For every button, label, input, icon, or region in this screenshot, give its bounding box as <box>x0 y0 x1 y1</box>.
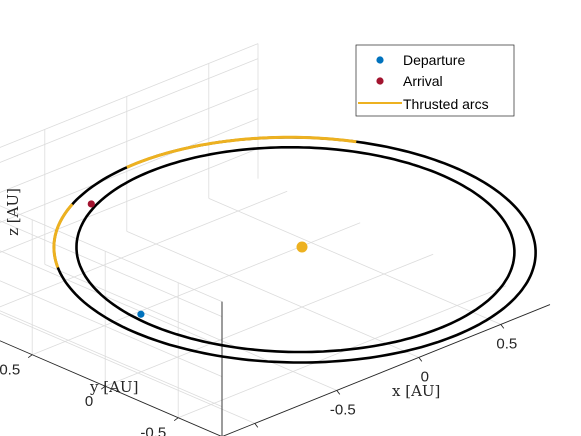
back-grid-z <box>0 88 259 193</box>
legend-thrust-label: Thrusted arcs <box>403 96 489 112</box>
legend-departure-marker <box>376 56 384 64</box>
legend: Departure Arrival Thrusted arcs <box>355 44 515 117</box>
y-axis-label: y [AU] <box>89 378 138 396</box>
x-tick-label: -0.5 <box>330 401 356 418</box>
y-axis-line <box>0 340 222 436</box>
x-tick-label: 0.5 <box>496 335 517 352</box>
y-tick <box>100 385 106 390</box>
back-grid-z <box>0 58 259 163</box>
tick-layer: -1-0.500.5-0.500.51-0.200.20.4 <box>0 324 517 436</box>
y-tick <box>173 417 179 422</box>
y-tick <box>27 354 33 359</box>
legend-arrival-label: Arrival <box>403 73 443 89</box>
floor-grid-x <box>0 313 255 424</box>
side-grid-z <box>0 280 223 377</box>
x-tick <box>418 357 423 362</box>
floor-grid-y <box>32 222 361 356</box>
orbit-layer <box>52 135 537 364</box>
back-grid-z <box>0 148 259 253</box>
x-tick-label: -1 <box>254 434 267 436</box>
floor-grid-y <box>0 190 288 308</box>
x-tick <box>254 423 259 428</box>
floor-grid-x <box>208 198 501 325</box>
side-grid-z <box>0 310 223 407</box>
x-tick <box>500 324 505 329</box>
y-tick-label: -0.5 <box>140 425 166 436</box>
legend-departure-label: Departure <box>403 52 465 68</box>
orbit-loop <box>75 146 516 354</box>
floor-grid-y <box>178 285 507 419</box>
x-axis-line <box>222 304 551 436</box>
thrusted-arc <box>126 135 357 169</box>
legend-arrival-marker <box>376 77 384 85</box>
arrival-point <box>87 200 95 208</box>
box-edge <box>0 43 259 148</box>
y-tick-label: 0 <box>85 393 93 410</box>
sun-point <box>296 241 308 253</box>
floor-grid-x <box>126 231 419 358</box>
x-tick-label: 0 <box>421 368 429 385</box>
back-grid-z <box>0 118 259 223</box>
side-grid-z <box>0 250 223 347</box>
x-tick <box>336 390 341 395</box>
x-axis-label: x [AU] <box>392 382 440 400</box>
z-axis-label: z [AU] <box>4 188 22 236</box>
floor-grid-y <box>105 253 434 387</box>
orbit-loop <box>52 136 537 364</box>
thrusted-arc <box>52 203 74 269</box>
departure-point <box>137 310 145 318</box>
y-tick-label: 0.5 <box>0 362 20 379</box>
